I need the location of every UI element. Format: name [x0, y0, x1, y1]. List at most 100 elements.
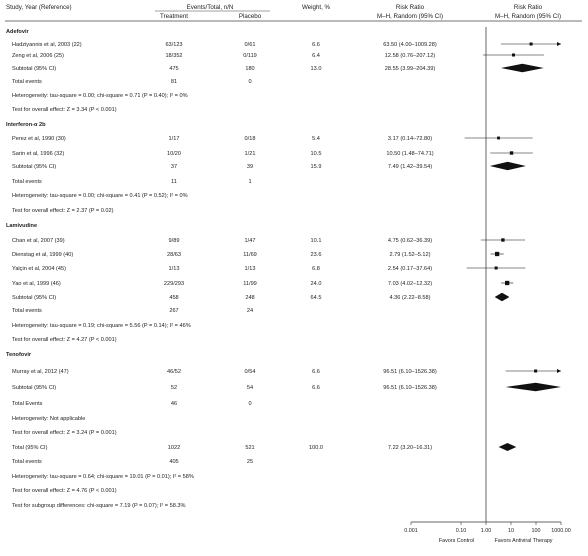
treatment-value: 63/123: [165, 42, 182, 48]
x-tick-label: 1000.00: [551, 528, 571, 534]
placebo-value: 0/18: [245, 136, 256, 142]
weight-value: 10.5: [311, 151, 322, 157]
stat-note: Test for overall effect: Z = 4.76 (P < 0…: [12, 488, 117, 494]
treatment-value: 458: [169, 295, 178, 301]
weight-value: 23.6: [311, 252, 322, 258]
row-label: Subtotal (95% CI): [12, 66, 56, 72]
risk-ratio-text: 4.36 (2.22–8.58): [389, 295, 430, 301]
weight-value: 6.4: [312, 53, 320, 59]
header-rr-text-title: Risk Ratio: [396, 4, 425, 11]
risk-ratio-text: 28.55 (3.99–204.39): [385, 66, 436, 72]
subtotal-diamond: [494, 292, 510, 302]
placebo-value: 180: [245, 66, 254, 72]
weight-value: 24.0: [311, 281, 322, 287]
stat-note: Test for overall effect: Z = 3.24 (P = 0…: [12, 430, 117, 436]
treatment-value: 1/17: [169, 136, 180, 142]
risk-ratio-text: 3.17 (0.14–72.80): [388, 136, 432, 142]
row-label: Total events: [12, 459, 42, 465]
row-label: Total events: [12, 179, 42, 185]
risk-ratio-text: 7.49 (1.42–39.54): [388, 164, 432, 170]
row-label: Sarin et al, 1996 (32): [12, 151, 64, 157]
header-rr-plot-sub: M–H, Random (95% CI): [495, 13, 561, 20]
risk-ratio-text: 4.75 (0.62–36.39): [388, 238, 432, 244]
placebo-value: 39: [247, 164, 253, 170]
row-label: Yalçin et al, 2004 (45): [12, 266, 66, 272]
x-tick-label: 0.001: [404, 528, 418, 534]
row-label: Hadziyannis et al, 2003 (22): [12, 42, 82, 48]
weight-value: 100.0: [309, 445, 323, 451]
treatment-value: 9/89: [169, 238, 180, 244]
risk-ratio-text: 96.51 (6.10–1526.38): [383, 385, 437, 391]
stat-note: Test for overall effect: Z = 4.27 (P < 0…: [12, 337, 117, 343]
stat-note: Heterogeneity: tau-square = 0.00; chi-sq…: [12, 193, 188, 199]
subtotal-diamond: [501, 63, 544, 73]
header-rr-plot-title: Risk Ratio: [514, 4, 543, 11]
stat-note: Test for overall effect: Z = 3.34 (P < 0…: [12, 107, 117, 113]
weight-value: 15.9: [311, 164, 322, 170]
ci-arrow: [557, 369, 561, 373]
plot-marks: [464, 27, 561, 522]
stat-note: Heterogeneity: Not applicable: [12, 416, 85, 422]
treatment-value: 475: [169, 66, 178, 72]
point-estimate: [495, 251, 500, 257]
weight-value: 5.4: [312, 136, 320, 142]
row-label: Total events: [12, 79, 42, 85]
row-label: Dienstag et al, 1999 (40): [12, 252, 73, 258]
row-label: Chan et al, 2007 (39): [12, 238, 65, 244]
header-events: Events/Total, n/N: [187, 4, 234, 11]
treatment-value: 229/293: [164, 281, 184, 287]
stat-note: Heterogeneity: tau-square = 0.64; chi-sq…: [12, 474, 194, 480]
weight-value: 6.8: [312, 266, 320, 272]
header: Study, Year (Reference) Events/Total, n/…: [5, 4, 582, 22]
placebo-value: 1/47: [245, 238, 256, 244]
placebo-value: 11/99: [243, 281, 257, 287]
treatment-value: 405: [169, 459, 178, 465]
placebo-value: 0/54: [245, 369, 256, 375]
header-treatment: Treatment: [160, 13, 188, 20]
treatment-value: 52: [171, 385, 177, 391]
x-tick-label: 0.10: [456, 528, 467, 534]
row-label: Total Events: [12, 401, 43, 407]
row-label: Total (95% CI): [12, 445, 48, 451]
point-estimate: [494, 266, 498, 270]
stat-note: Test for subgroup differences: chi-squar…: [12, 503, 185, 509]
risk-ratio-text: 12.58 (0.76–207.12): [385, 53, 436, 59]
x-axis-ticks: 0.001 0.10 1.00 10 100 1000.00: [404, 522, 571, 534]
treatment-value: 10/20: [167, 151, 181, 157]
placebo-value: 0: [248, 401, 251, 407]
treatment-value: 46/52: [167, 369, 181, 375]
risk-ratio-text: 2.54 (0.17–37.64): [388, 266, 432, 272]
point-estimate: [501, 238, 505, 242]
group-label: Interferon-α 2b: [6, 122, 46, 128]
x-tick-label: 10: [508, 528, 514, 534]
treatment-value: 46: [171, 401, 177, 407]
treatment-value: 28/63: [167, 252, 181, 258]
row-label: Zeng et al, 2006 (25): [12, 53, 64, 59]
row-label: Yao et al, 1999 (46): [12, 281, 61, 287]
x-tick-label: 100: [532, 528, 541, 534]
placebo-value: 25: [247, 459, 253, 465]
risk-ratio-text: 10.50 (1.48–74.71): [386, 151, 433, 157]
overall-diamond: [498, 443, 517, 451]
point-estimate: [497, 136, 500, 140]
placebo-value: 1/13: [245, 266, 256, 272]
placebo-value: 0/61: [245, 42, 256, 48]
stat-note: Heterogeneity: tau-square = 0.19; chi-sq…: [12, 323, 191, 329]
point-estimate: [534, 369, 538, 373]
treatment-value: 37: [171, 164, 177, 170]
weight-value: 13.0: [311, 66, 322, 72]
subtotal-diamond: [489, 161, 526, 171]
point-estimate: [505, 280, 510, 286]
row-label: Perez et al, 1990 (30): [12, 136, 66, 142]
treatment-value: 1/13: [169, 266, 180, 272]
row-label: Total events: [12, 308, 42, 314]
treatment-value: 1022: [168, 445, 180, 451]
group-label: Lamivudine: [6, 223, 37, 229]
stat-note: Test for overall effect: Z = 2.37 (P = 0…: [12, 208, 114, 214]
placebo-value: 1: [248, 179, 251, 185]
weight-value: 6.6: [312, 369, 320, 375]
weight-value: 6.6: [312, 385, 320, 391]
placebo-value: 521: [245, 445, 254, 451]
header-placebo: Placebo: [239, 13, 262, 20]
